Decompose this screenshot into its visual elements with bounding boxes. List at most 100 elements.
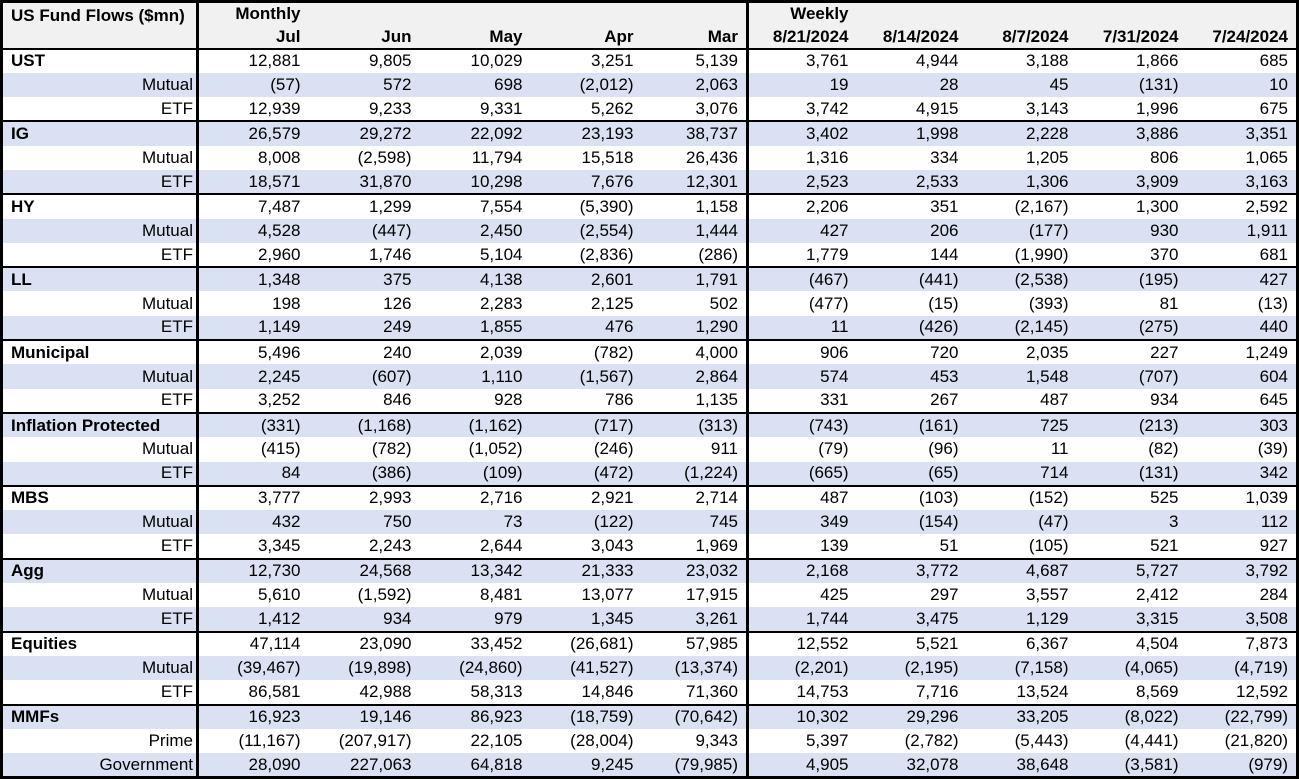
value-cell: (26,681)	[570, 634, 634, 654]
table-row: Mutual 8,008 (2,598) 11,794 15,518 26,436 1,31…	[1, 145, 1298, 170]
value-cell: (4,441)	[1124, 730, 1179, 750]
value-cell: 29,272	[308, 121, 420, 146]
value-cell: 249	[308, 315, 420, 341]
value-cell: 10,302	[746, 704, 857, 729]
value-cell: (21,820)	[1224, 730, 1288, 750]
value-cell: 5,397	[746, 728, 857, 754]
value-cell: 846	[383, 390, 412, 410]
value-cell: (275)	[1076, 315, 1187, 341]
value-cell: 1,290	[641, 315, 748, 341]
value-cell: (13,374)	[641, 655, 748, 681]
value-cell: 681	[1259, 244, 1288, 264]
row-label: ETF	[1, 169, 199, 195]
value-cell: 15,518	[581, 147, 634, 167]
value-cell: 3,252	[257, 390, 301, 410]
row-label: ETF	[1, 607, 199, 632]
table-row: Municipal 5,496 240 2,039 (782) 4,000 906 720 2,…	[1, 340, 1298, 365]
value-cell: 906	[746, 340, 857, 365]
value-cell: (2,538)	[966, 267, 1077, 292]
value-cell: (441)	[856, 267, 967, 292]
value-cell: 4,504	[1135, 634, 1179, 654]
value-cell: 5,521	[915, 634, 959, 654]
table-row: MMFs 16,923 19,146 86,923 (18,759) (70,642) 10…	[1, 704, 1298, 729]
value-cell: 12,881	[248, 51, 301, 71]
value-cell: 9,331	[479, 98, 523, 118]
value-cell: 1,249	[1245, 342, 1288, 362]
group-ll: LL 1,348 375 4,138 2,601 1,791 (467) (441) (2,53…	[1, 267, 1298, 341]
column-header-week: 7/31/2024	[1076, 25, 1187, 49]
value-cell: 432	[197, 510, 309, 535]
value-cell: (28,004)	[570, 730, 634, 750]
value-cell: 685	[1259, 51, 1288, 71]
group-label: Agg	[1, 558, 199, 584]
table-row: IG 26,579 29,272 22,092 23,193 38,737 3,402 1,9…	[1, 121, 1298, 146]
value-cell: (109)	[419, 461, 531, 486]
value-cell: 375	[308, 267, 420, 292]
table-row: UST 12,881 9,805 10,029 3,251 5,139 3,761 4,944…	[1, 48, 1298, 73]
value-cell: (39)	[1257, 439, 1288, 459]
value-cell: 303	[1186, 412, 1298, 438]
value-cell: 521	[1150, 536, 1179, 556]
value-cell: 645	[1259, 390, 1288, 410]
table-row: ETF 12,939 9,233 9,331 5,262 3,076 3,742 4,915 3…	[1, 97, 1298, 122]
value-cell: (11,167)	[238, 730, 301, 750]
value-cell: (131)	[1076, 461, 1187, 486]
value-cell: (41,527)	[530, 655, 642, 681]
value-cell: 3,043	[590, 536, 634, 556]
value-cell: 58,313	[470, 681, 523, 701]
value-cell: (246)	[593, 439, 634, 459]
header-spacer	[856, 1, 967, 26]
value-cell: 1,548	[966, 364, 1077, 389]
value-cell: (717)	[530, 412, 642, 438]
value-cell: 487	[1040, 390, 1069, 410]
column-header-week: 7/24/2024	[1186, 25, 1298, 49]
value-cell: (743)	[746, 412, 857, 438]
value-cell: 1,299	[368, 196, 412, 216]
value-cell: 3,351	[1186, 121, 1298, 146]
value-cell: 5,104	[479, 244, 523, 264]
value-cell: 9,343	[695, 730, 738, 750]
value-cell: 5,262	[590, 98, 634, 118]
value-cell: (22,799)	[1186, 704, 1298, 729]
value-cell: (47)	[966, 510, 1077, 535]
value-cell: (8,022)	[1076, 704, 1187, 729]
row-label: ETF	[1, 388, 199, 413]
value-cell: (607)	[308, 364, 420, 389]
value-cell: 3,315	[1076, 607, 1187, 632]
value-cell: 3,143	[1025, 98, 1069, 118]
value-cell: (5,443)	[1014, 730, 1069, 750]
value-cell: (331)	[197, 412, 309, 438]
value-cell: (1,224)	[641, 461, 748, 486]
value-cell: 427	[1186, 267, 1298, 292]
value-cell: 10	[1186, 72, 1298, 98]
value-cell: 23,032	[641, 558, 748, 584]
group-hy: HY 7,487 1,299 7,554 (5,390) 1,158 2,206 351 (2,…	[1, 194, 1298, 268]
value-cell: 4,687	[966, 558, 1077, 584]
value-cell: 3	[1076, 510, 1187, 535]
group-inflation-protected: Inflation Protected (331) (1,168) (1,162) (7…	[1, 412, 1298, 486]
value-cell: (152)	[1028, 488, 1069, 508]
value-cell: 8,008	[257, 147, 301, 167]
value-cell: (2,554)	[530, 218, 642, 243]
group-mbs: MBS 3,777 2,993 2,716 2,921 2,714 487 (103) (152…	[1, 485, 1298, 559]
value-cell: 3,886	[1076, 121, 1187, 146]
value-cell: (207,917)	[338, 730, 412, 750]
value-cell: 2,039	[479, 342, 523, 362]
value-cell: 1,065	[1245, 147, 1288, 167]
value-cell: 1,306	[966, 169, 1077, 195]
row-label: Prime	[1, 728, 199, 754]
value-cell: 144	[930, 244, 959, 264]
row-label: Mutual	[1, 583, 199, 608]
value-cell: 4,000	[695, 342, 738, 362]
table-row: MBS 3,777 2,993 2,716 2,921 2,714 487 (103) (152…	[1, 485, 1298, 511]
value-cell: (4,065)	[1076, 655, 1187, 681]
value-cell: 126	[383, 293, 412, 313]
row-label: ETF	[1, 315, 199, 341]
value-cell: (19,898)	[308, 655, 420, 681]
value-cell: (2,012)	[530, 72, 642, 98]
value-cell: 1,205	[1025, 147, 1069, 167]
value-cell: (195)	[1076, 267, 1187, 292]
value-cell: 2,592	[1245, 196, 1288, 216]
header-spacer	[966, 1, 1077, 26]
value-cell: 427	[746, 218, 857, 243]
